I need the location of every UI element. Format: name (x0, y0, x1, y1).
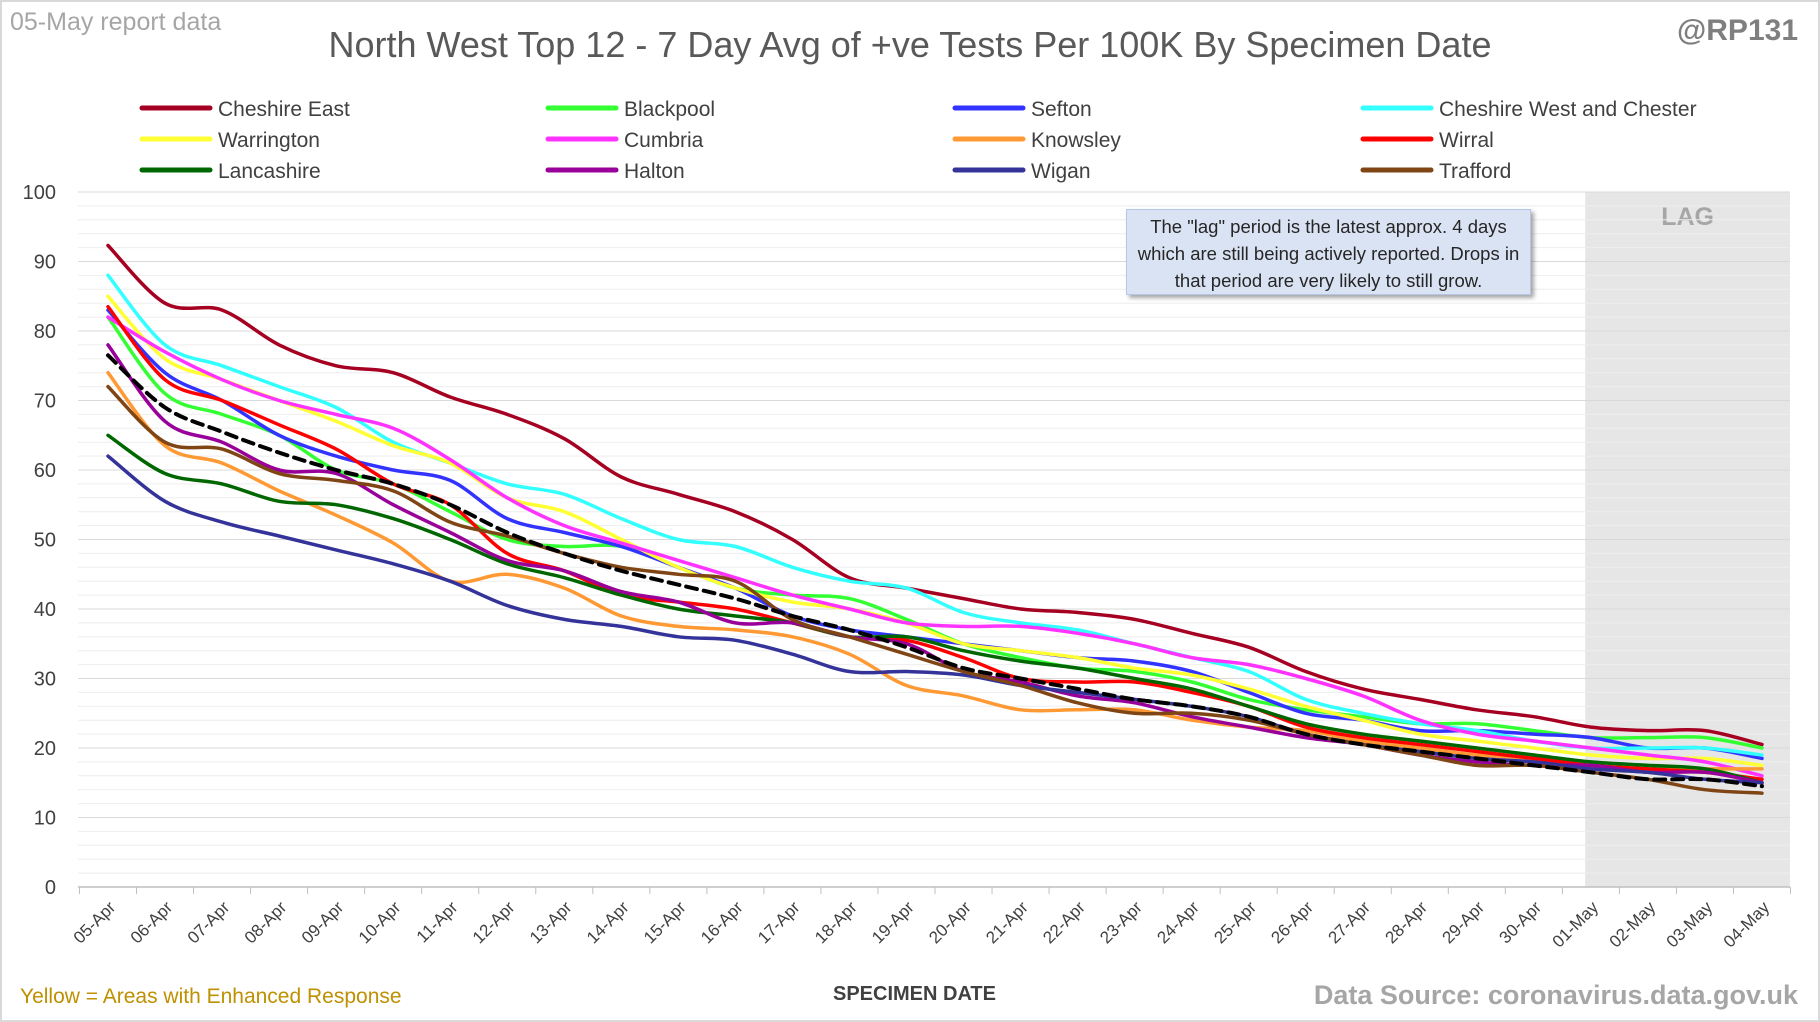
x-tick-label: 04-May (1720, 897, 1774, 951)
y-tick-label: 100 (23, 182, 56, 204)
x-tick-label: 02-May (1606, 897, 1660, 951)
x-tick-label: 10-Apr (355, 898, 405, 948)
series-line-cheshire-west-and-chester (106, 273, 1764, 757)
x-tick-label: 28-Apr (1382, 898, 1432, 948)
legend-label-wirral: Wirral (1439, 129, 1494, 152)
legend-label-cumbria: Cumbria (624, 129, 704, 152)
chart-title: North West Top 12 - 7 Day Avg of +ve Tes… (328, 24, 1492, 65)
series-line-cheshire-east (106, 243, 1764, 747)
x-tick-label: 21-Apr (982, 898, 1032, 948)
series-line-warrington (106, 294, 1764, 768)
x-tick-label: 25-Apr (1210, 898, 1260, 948)
x-tick-label: 13-Apr (526, 898, 576, 948)
legend-label-wigan: Wigan (1031, 160, 1091, 183)
y-tick-label: 20 (34, 738, 56, 760)
y-tick-label: 40 (34, 599, 56, 621)
series-line-cumbria (106, 315, 1764, 778)
series-line-blackpool (106, 315, 1764, 750)
legend-label-halton: Halton (624, 160, 685, 183)
legend-label-blackpool: Blackpool (624, 98, 715, 121)
series-line-knowsley (106, 370, 1764, 771)
x-tick-label: 16-Apr (697, 898, 747, 948)
x-tick-label: 19-Apr (868, 898, 918, 948)
author-handle: @RP131 (1677, 14, 1798, 47)
report-date: 05-May report data (10, 8, 222, 36)
y-tick-label: 70 (34, 391, 56, 413)
legend-label-lancashire: Lancashire (218, 160, 321, 183)
x-tick-label: 20-Apr (925, 898, 975, 948)
x-tick-label: 08-Apr (241, 898, 291, 948)
x-tick-label: 05-Apr (70, 898, 120, 948)
y-tick-label: 50 (34, 530, 56, 552)
y-tick-label: 60 (34, 460, 56, 482)
x-tick-label: 14-Apr (583, 898, 633, 948)
y-tick-label: 0 (45, 877, 56, 899)
y-tick-label: 30 (34, 669, 56, 691)
x-tick-label: 23-Apr (1096, 898, 1146, 948)
x-tick-label: 18-Apr (811, 898, 861, 948)
x-tick-label: 26-Apr (1267, 898, 1317, 948)
series-line-trafford (106, 384, 1764, 795)
lag-callout: The "lag" period is the latest approx. 4… (1126, 209, 1531, 295)
legend-label-cheshire-east: Cheshire East (218, 98, 350, 121)
series-line-halton (106, 343, 1764, 785)
x-tick-label: 27-Apr (1324, 898, 1374, 948)
legend-label-warrington: Warrington (218, 129, 320, 152)
series-line-lancashire (106, 433, 1764, 785)
x-tick-label: 22-Apr (1039, 898, 1089, 948)
x-tick-label: 29-Apr (1439, 898, 1489, 948)
x-tick-label: 15-Apr (640, 898, 690, 948)
x-tick-label: 11-Apr (413, 898, 462, 947)
x-tick-label: 17-Apr (754, 898, 804, 948)
x-tick-label: 07-Apr (184, 898, 234, 948)
x-tick-label: 30-Apr (1496, 898, 1546, 948)
x-tick-label: 06-Apr (127, 898, 177, 948)
enhanced-response-note: Yellow = Areas with Enhanced Response (20, 985, 402, 1008)
x-tick-label: 03-May (1663, 897, 1717, 951)
x-tick-label: 09-Apr (298, 898, 348, 948)
y-tick-label: 90 (34, 252, 56, 274)
x-tick-label: 24-Apr (1153, 898, 1203, 948)
lag-label: LAG (1661, 203, 1714, 231)
data-source: Data Source: coronavirus.data.gov.uk (1313, 980, 1798, 1010)
series-line-wirral (106, 304, 1764, 782)
legend-label-cheshire-west-and-chester: Cheshire West and Chester (1439, 98, 1697, 121)
legend-label-trafford: Trafford (1439, 160, 1511, 183)
legend-label-sefton: Sefton (1031, 98, 1092, 121)
y-tick-label: 10 (34, 808, 56, 830)
series-line-average (106, 353, 1764, 789)
legend-label-knowsley: Knowsley (1031, 129, 1121, 152)
y-tick-label: 80 (34, 321, 56, 343)
x-tick-label: 12-Apr (469, 898, 519, 948)
x-axis-title: SPECIMEN DATE (833, 983, 996, 1005)
x-tick-label: 01-May (1549, 897, 1603, 951)
